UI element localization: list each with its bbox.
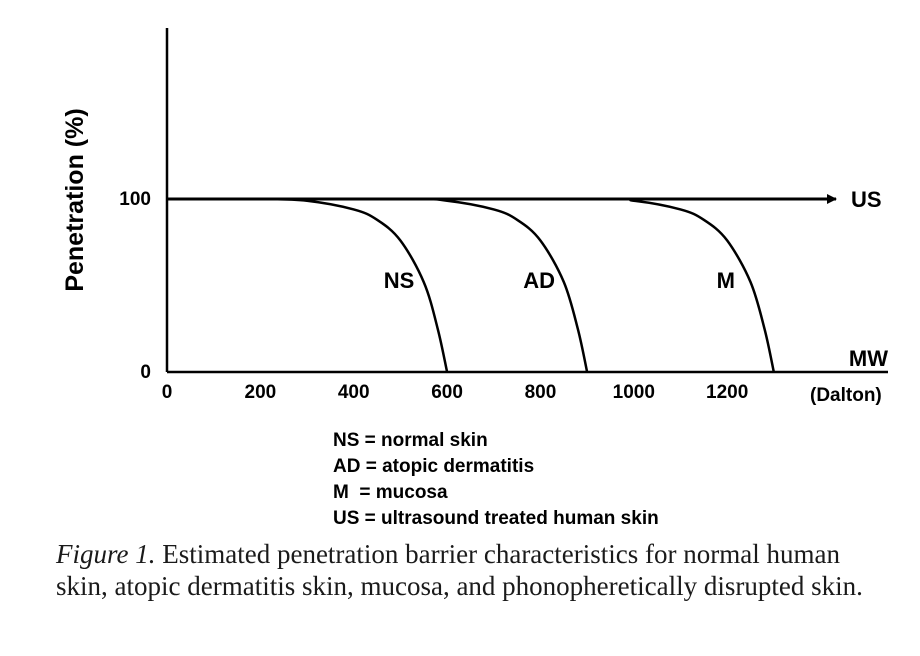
y-tick-labels: 0 100 [119, 189, 151, 383]
series-label-ns: NS [384, 268, 415, 293]
x-tick-label: 800 [525, 382, 557, 403]
legend-item-ns: NS = normal skin [333, 430, 488, 451]
legend-item-m: M = mucosa [333, 482, 448, 503]
y-tick-label: 100 [119, 189, 151, 210]
series-label-ad: AD [523, 268, 555, 293]
y-tick-label: 0 [140, 362, 151, 383]
legend: NS = normal skin AD = atopic dermatitis M … [333, 430, 659, 529]
x-tick-label: 600 [431, 382, 463, 403]
x-tick-label: 200 [245, 382, 277, 403]
x-axis-title: MW [849, 346, 888, 371]
series-label-m: M [717, 268, 735, 293]
x-tick-label: 400 [338, 382, 370, 403]
y-axis-title: Penetration (%) [61, 108, 89, 291]
series-line-m [166, 197, 776, 373]
x-tick-labels: 0 200 400 600 800 1000 1200 [162, 382, 749, 403]
legend-item-ad: AD = atopic dermatitis [333, 456, 534, 477]
figure-caption: Figure 1. Estimated penetration barrier … [56, 538, 898, 602]
x-axis-unit: (Dalton) [810, 385, 882, 406]
x-tick-label: 1200 [706, 382, 748, 403]
x-tick-label: 0 [162, 382, 173, 403]
x-tick-label: 1000 [613, 382, 655, 403]
caption-label: Figure 1. [56, 539, 156, 569]
series-lines: NS AD M US [166, 187, 882, 373]
legend-item-us: US = ultrasound treated human skin [333, 508, 659, 529]
caption-text: Estimated penetration barrier characteri… [56, 539, 863, 601]
series-label-us: US [851, 187, 882, 212]
